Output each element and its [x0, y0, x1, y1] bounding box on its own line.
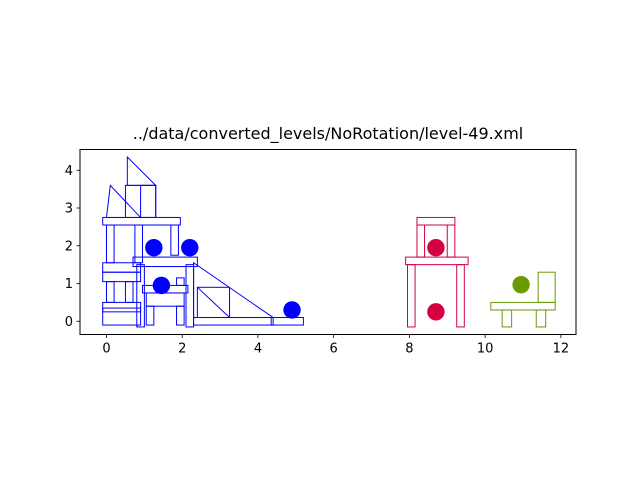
block-outline — [176, 277, 185, 286]
block-outline — [136, 264, 145, 328]
ball-marker — [181, 238, 199, 257]
ball-marker — [145, 238, 163, 257]
y-tick-label: 1 — [65, 277, 73, 292]
x-tick-label: 10 — [477, 342, 494, 357]
x-tick-label: 2 — [178, 342, 186, 357]
structure-group-2 — [490, 271, 556, 328]
y-axis: 0 1 2 3 4 — [65, 164, 80, 330]
ball-marker — [283, 301, 301, 319]
triangle-outline — [197, 286, 230, 318]
x-tick-label: 6 — [330, 342, 338, 357]
triangle-outline — [126, 155, 157, 186]
x-tick-label: 12 — [553, 342, 570, 357]
block-outline — [102, 301, 142, 313]
block-outline — [170, 224, 179, 256]
block-outline — [102, 262, 142, 273]
ball-marker — [427, 303, 445, 321]
structure-group-1 — [405, 216, 469, 328]
block-outline — [134, 224, 143, 264]
ball-marker — [512, 275, 530, 294]
block-outline — [537, 271, 556, 303]
block-outline — [176, 305, 185, 326]
ball-marker — [152, 276, 171, 295]
y-tick-label: 0 — [65, 315, 73, 330]
ball-marker — [427, 238, 445, 257]
chart-title: ../data/converted_levels/NoRotation/leve… — [133, 124, 523, 144]
block-outline — [102, 307, 142, 326]
axes-frame — [79, 149, 577, 335]
triangle-outline — [193, 261, 275, 319]
block-outline — [490, 301, 556, 311]
block-outline — [132, 256, 198, 268]
y-tick-label: 4 — [65, 164, 73, 179]
block-outline — [416, 216, 456, 226]
x-axis: 0 2 4 6 8 10 12 — [102, 334, 570, 357]
x-tick-label: 8 — [405, 342, 413, 357]
block-outline — [270, 317, 304, 326]
y-tick-label: 2 — [65, 239, 73, 254]
block-outline — [405, 256, 469, 266]
x-tick-label: 4 — [254, 342, 262, 357]
plot-area — [102, 155, 556, 328]
structure-group-0 — [102, 155, 304, 328]
y-tick-label: 3 — [65, 202, 73, 217]
x-tick-label: 0 — [102, 342, 110, 357]
triangle-outline — [105, 184, 142, 218]
